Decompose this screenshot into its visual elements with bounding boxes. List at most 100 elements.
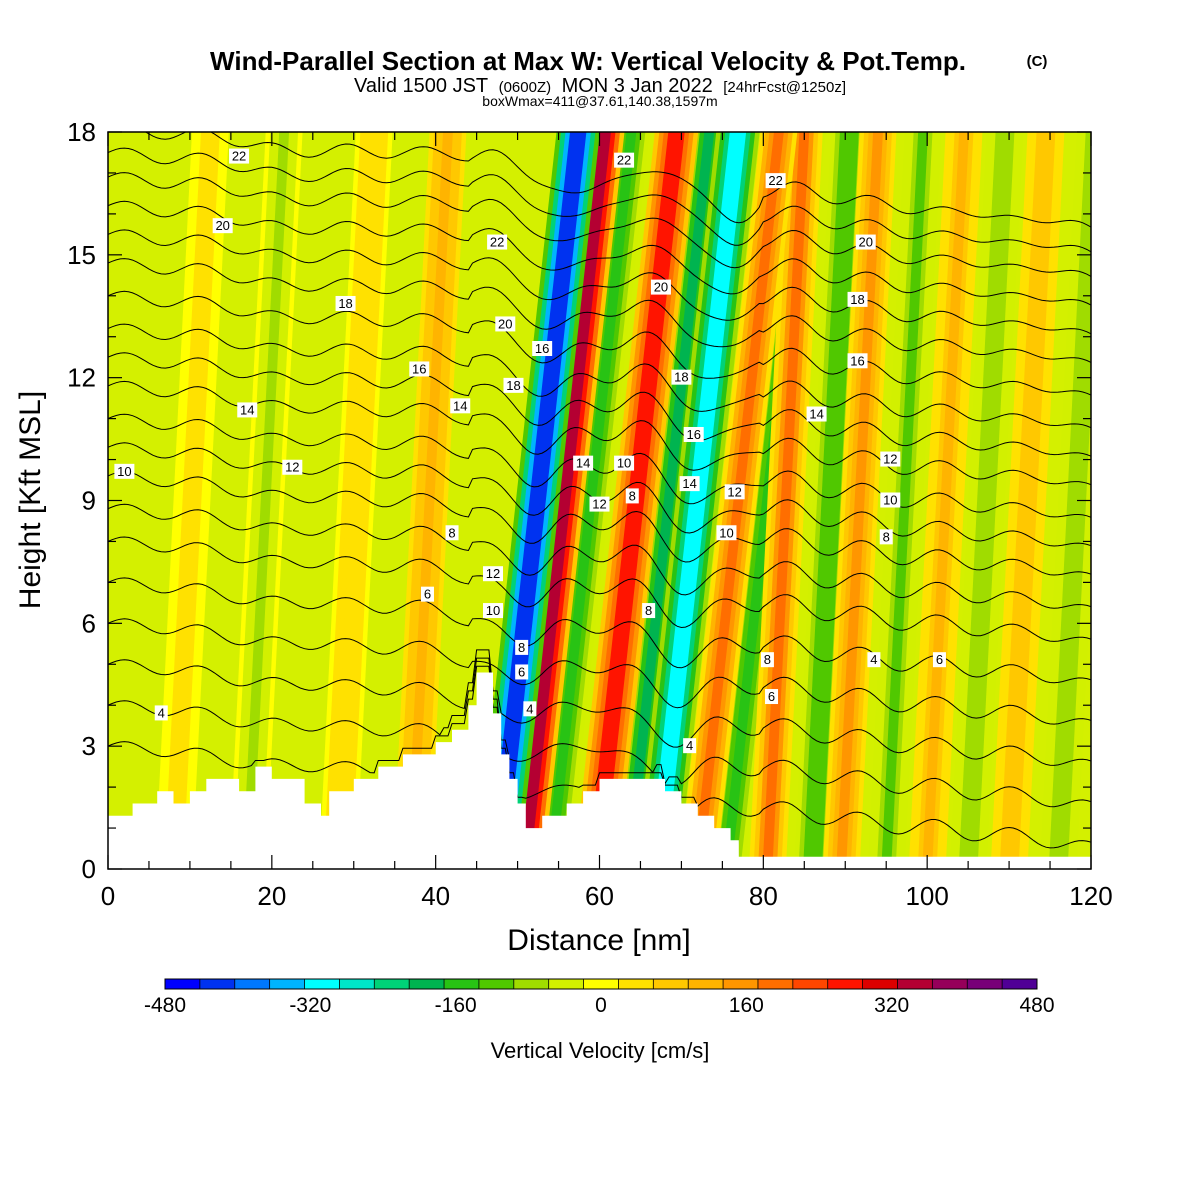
svg-text:22: 22 bbox=[617, 153, 631, 168]
y-tick-label: 0 bbox=[82, 854, 96, 884]
isentrope-label: 12 bbox=[880, 451, 901, 467]
svg-text:8: 8 bbox=[764, 652, 771, 667]
svg-text:4: 4 bbox=[158, 705, 165, 720]
x-tick-label: 40 bbox=[421, 881, 450, 911]
isentrope-label: 20 bbox=[495, 316, 516, 332]
svg-text:18: 18 bbox=[850, 292, 864, 307]
axis-ticks bbox=[107, 131, 1092, 870]
isentrope-line bbox=[108, 352, 1091, 457]
velocity-band bbox=[692, 132, 784, 869]
svg-text:12: 12 bbox=[883, 452, 897, 467]
isentrope-line bbox=[108, 618, 1091, 725]
svg-text:18: 18 bbox=[506, 378, 520, 393]
colorbar-swatch bbox=[967, 979, 1003, 989]
velocity-band bbox=[881, 132, 928, 869]
svg-text:14: 14 bbox=[453, 398, 467, 413]
y-tick-label: 9 bbox=[82, 486, 96, 516]
isentrope-label: 6 bbox=[932, 652, 946, 668]
velocity-band bbox=[648, 132, 747, 869]
svg-text:16: 16 bbox=[535, 341, 549, 356]
chart-title: Wind-Parallel Section at Max W: Vertical… bbox=[210, 46, 966, 76]
svg-text:10: 10 bbox=[617, 456, 631, 471]
y-axis-tick-labels: 0 3 6 9 12 15 18 bbox=[67, 117, 96, 884]
svg-text:22: 22 bbox=[232, 149, 246, 164]
isentrope-label: 10 bbox=[614, 455, 635, 471]
chart-subtitle: Valid 1500 JST (0600Z) MON 3 Jan 2022 [2… bbox=[354, 75, 846, 97]
isentrope-label: 6 bbox=[420, 586, 434, 602]
subtitle-forecast: [24hrFcst@1250z] bbox=[723, 79, 846, 96]
y-axis-title: Height [Kft MSL] bbox=[14, 391, 47, 609]
isentrope-line bbox=[108, 380, 1091, 486]
isentrope-line bbox=[108, 200, 1091, 306]
isentrope-line bbox=[108, 290, 1091, 396]
svg-text:6: 6 bbox=[768, 689, 775, 704]
isentrope-label: 6 bbox=[515, 664, 529, 680]
colorbar-swatch bbox=[1002, 979, 1038, 989]
velocity-band bbox=[963, 132, 1010, 869]
isentrope-label: 14 bbox=[806, 406, 827, 422]
isentrope-line bbox=[108, 577, 1091, 684]
isentrope-label: 18 bbox=[671, 369, 692, 385]
colorbar-swatch bbox=[199, 979, 236, 989]
isentrope-label: 10 bbox=[483, 603, 504, 619]
isentrope-label: 8 bbox=[515, 639, 529, 655]
y-tick-label: 6 bbox=[82, 608, 96, 638]
x-tick-label: 100 bbox=[905, 881, 948, 911]
isentrope-label: 12 bbox=[483, 566, 504, 582]
colorbar-swatch bbox=[304, 979, 340, 989]
subtitle-utc: (0600Z) bbox=[499, 79, 552, 96]
colorbar-swatch bbox=[897, 979, 933, 989]
isentrope-label: 16 bbox=[847, 353, 868, 369]
colorbar-swatch bbox=[827, 979, 864, 989]
y-tick-label: 18 bbox=[67, 117, 96, 147]
subtitle-date: MON 3 Jan 2022 bbox=[562, 75, 713, 97]
svg-text:12: 12 bbox=[486, 566, 500, 581]
isentrope-label: 8 bbox=[760, 652, 774, 668]
isentrope-label: 8 bbox=[625, 488, 639, 504]
y-tick-label: 15 bbox=[67, 240, 96, 270]
isentrope-label: 4 bbox=[867, 652, 881, 668]
isentrope-line bbox=[108, 413, 1091, 518]
svg-text:10: 10 bbox=[883, 493, 897, 508]
isentrope-label: 6 bbox=[765, 689, 779, 705]
colorbar-swatch bbox=[234, 979, 271, 989]
colorbar-swatch bbox=[409, 979, 445, 989]
colorbar-tick-label: -480 bbox=[144, 994, 186, 1017]
velocity-band bbox=[1004, 132, 1051, 869]
colorbar-swatch bbox=[165, 979, 201, 989]
svg-text:20: 20 bbox=[498, 316, 512, 331]
isentrope-line bbox=[108, 172, 1091, 277]
x-tick-label: 80 bbox=[749, 881, 778, 911]
colorbar-swatch bbox=[339, 979, 375, 989]
isentrope-label: 16 bbox=[683, 426, 704, 442]
svg-text:8: 8 bbox=[645, 603, 652, 618]
velocity-band bbox=[332, 132, 380, 869]
colorbar-swatch bbox=[723, 979, 759, 989]
isentrope-label: 20 bbox=[855, 234, 876, 250]
isentrope-label: 16 bbox=[409, 361, 430, 377]
y-tick-label: 3 bbox=[82, 731, 96, 761]
isentrope-label: 14 bbox=[450, 398, 471, 414]
svg-text:8: 8 bbox=[448, 525, 455, 540]
colorbar-swatch bbox=[583, 979, 619, 989]
colorbar-tick-labels: -480 -320 -160 0 160 320 480 bbox=[144, 994, 1055, 1017]
colorbar-tick-label: 480 bbox=[1019, 994, 1054, 1017]
svg-text:18: 18 bbox=[338, 296, 352, 311]
isentrope-labels: 4 6 8 10 12 14 16 18 20 22 22 20 16 18 14 14 10 12 8 12 10 8 6… bbox=[114, 148, 946, 754]
isentrope-label: 18 bbox=[847, 291, 868, 307]
y-tick-label: 12 bbox=[67, 363, 96, 393]
svg-text:4: 4 bbox=[526, 701, 533, 716]
isentrope-label: 12 bbox=[724, 484, 745, 500]
colorbar-swatch bbox=[757, 979, 794, 989]
isentrope-label: 22 bbox=[765, 173, 786, 189]
isentrope-label: 4 bbox=[154, 705, 168, 721]
velocity-band bbox=[488, 132, 587, 869]
colorbar-swatch bbox=[862, 979, 898, 989]
svg-text:14: 14 bbox=[682, 476, 696, 491]
chart-subtitle-2: boxWmax=411@37.61,140.38,1597m bbox=[482, 93, 717, 109]
colorbar-swatch bbox=[792, 979, 829, 989]
velocity-band bbox=[242, 132, 290, 869]
colorbar-swatch bbox=[688, 979, 724, 989]
colorbar-swatch bbox=[548, 979, 585, 989]
